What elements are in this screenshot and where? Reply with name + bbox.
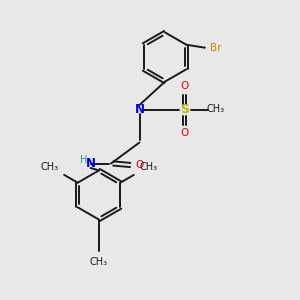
Text: CH₃: CH₃	[90, 257, 108, 267]
Text: O: O	[180, 128, 189, 139]
Text: O: O	[180, 80, 189, 91]
Text: N: N	[134, 103, 145, 116]
Text: H: H	[80, 155, 87, 165]
Text: Br: Br	[210, 43, 222, 53]
Text: O: O	[135, 160, 143, 170]
Text: CH₃: CH₃	[40, 162, 58, 172]
Text: N: N	[85, 157, 96, 170]
Text: CH₃: CH₃	[140, 162, 158, 172]
Text: CH₃: CH₃	[207, 104, 225, 115]
Text: S: S	[180, 103, 189, 116]
